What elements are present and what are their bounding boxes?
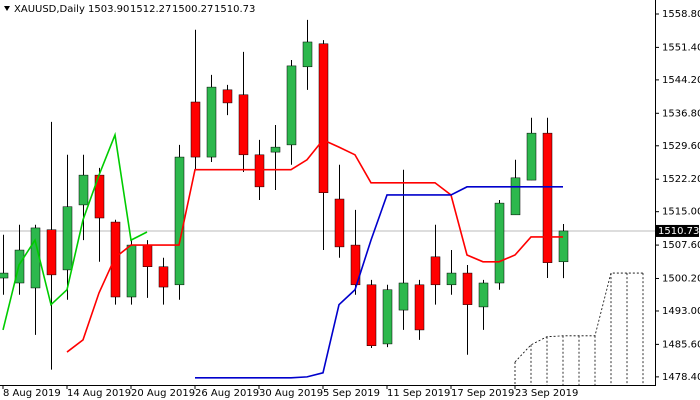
candle-body	[334, 198, 345, 248]
candle-body	[206, 86, 217, 158]
candle-body	[174, 156, 185, 286]
candle-body	[62, 206, 73, 271]
candle-body	[286, 65, 297, 146]
candle-body	[270, 146, 281, 153]
x-tick-label: 26 Aug 2019	[195, 388, 259, 399]
candle-body	[494, 202, 505, 284]
candle-body	[78, 174, 89, 206]
candle-body	[110, 221, 121, 298]
x-tick-label: 14 Aug 2019	[67, 388, 131, 399]
x-tick-label: 11 Sep 2019	[387, 388, 450, 399]
ohlc-open: 1503.90	[88, 4, 129, 15]
indicator-line	[66, 138, 563, 353]
price-marker	[655, 224, 699, 237]
candle-body	[446, 272, 457, 286]
candle-body	[382, 289, 393, 345]
indicator-line	[195, 186, 563, 379]
y-tick-label: 1493.00	[662, 306, 700, 317]
y-tick-label: 1485.60	[662, 339, 700, 350]
x-tick-label: 8 Aug 2019	[3, 388, 61, 399]
price-marker-label: 1510.73	[658, 226, 699, 237]
ohlc-close: 1510.73	[214, 4, 255, 15]
candle-body	[462, 272, 473, 305]
candle-body	[430, 256, 441, 286]
candle-body	[14, 249, 25, 284]
candle-body	[558, 230, 569, 263]
y-tick-label: 1478.40	[662, 372, 700, 383]
candle-body	[158, 266, 169, 288]
cloud-edge	[514, 272, 643, 363]
y-tick-label: 1507.60	[662, 240, 700, 251]
candle-body	[510, 177, 521, 216]
candle-body	[126, 244, 137, 298]
x-tick-label: 5 Sep 2019	[323, 388, 380, 399]
indicator-line	[2, 131, 148, 331]
candle-body	[318, 43, 329, 193]
y-tick-label: 1536.80	[662, 108, 700, 119]
candle-body	[222, 89, 233, 104]
y-tick-label: 1558.80	[662, 9, 700, 20]
candle-body	[254, 154, 265, 188]
candle-body	[542, 132, 553, 263]
x-tick-label: 20 Aug 2019	[131, 388, 195, 399]
candle-body	[46, 229, 57, 276]
candle-body	[238, 94, 249, 156]
chart-title: XAUUSD,Daily	[14, 4, 85, 15]
candle-body	[190, 101, 201, 158]
candle-body	[302, 41, 313, 68]
candle-body	[398, 282, 409, 311]
y-tick-label: 1529.60	[662, 141, 700, 152]
candle-body	[414, 284, 425, 331]
candle-body	[0, 272, 9, 279]
candle-body	[526, 132, 537, 181]
x-tick-label: 30 Aug 2019	[259, 388, 323, 399]
y-tick-label: 1500.20	[662, 273, 700, 284]
candle-body	[350, 244, 361, 286]
candle-body	[142, 244, 153, 267]
x-tick-label: 17 Sep 2019	[451, 388, 514, 399]
ohlc-low: 1500.27	[172, 4, 213, 15]
candle-body	[478, 282, 489, 308]
y-tick-label: 1551.40	[662, 42, 700, 53]
y-tick-label: 1522.20	[662, 174, 700, 185]
candle-body	[366, 284, 377, 346]
ohlc-high: 1512.27	[130, 4, 171, 15]
header-icon	[4, 6, 10, 11]
y-tick-label: 1515.00	[662, 207, 700, 218]
x-tick-label: 23 Sep 2019	[515, 388, 578, 399]
y-tick-label: 1544.20	[662, 75, 700, 86]
